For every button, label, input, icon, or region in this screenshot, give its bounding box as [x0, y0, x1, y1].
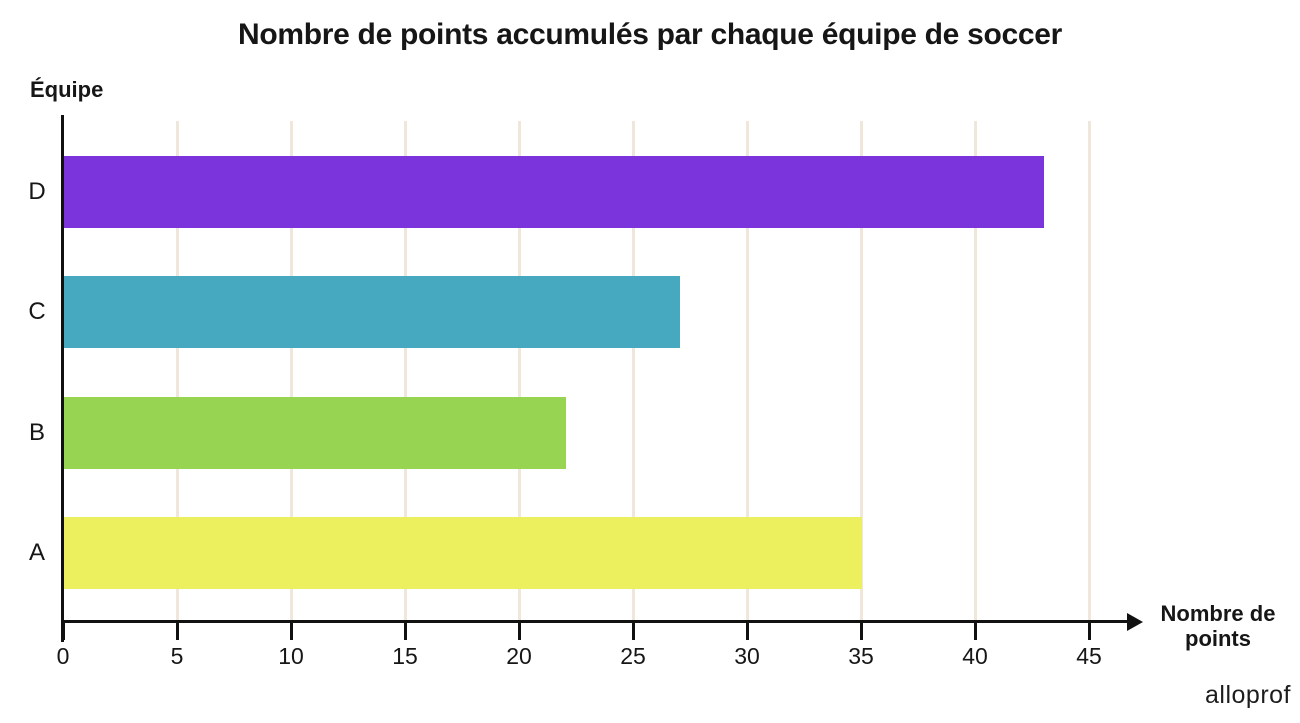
x-tick-label-15: 15 [392, 643, 418, 669]
x-tick-label-20: 20 [506, 643, 532, 669]
x-tick-label-35: 35 [848, 643, 874, 669]
bar-B [64, 396, 566, 469]
x-axis-label-line2: points [1185, 625, 1251, 651]
gridline-10 [289, 121, 293, 621]
y-axis-line [61, 115, 64, 642]
category-label-D: D [28, 178, 46, 205]
alloprof-logo: alloprof [1205, 681, 1291, 709]
x-tick-10 [289, 621, 293, 640]
gridline-35 [859, 121, 863, 621]
x-tick-label-30: 30 [734, 643, 760, 669]
x-tick-5 [175, 621, 179, 640]
x-tick-25 [631, 621, 635, 640]
x-tick-35 [859, 621, 863, 640]
x-tick-40 [973, 621, 977, 640]
x-tick-label-0: 0 [56, 643, 70, 669]
x-axis-arrowhead-icon [1127, 613, 1143, 631]
gridline-45 [1087, 121, 1091, 621]
x-tick-label-5: 5 [170, 643, 184, 669]
x-tick-label-25: 25 [620, 643, 646, 669]
bar-C [64, 276, 680, 349]
gridline-20 [517, 121, 521, 621]
gridline-30 [745, 121, 749, 621]
x-axis-label-line1: Nombre de [1160, 601, 1276, 626]
x-tick-15 [403, 621, 407, 640]
chart-title: Nombre de points accumulés par chaque éq… [237, 18, 1063, 51]
x-tick-30 [745, 621, 749, 640]
x-axis-label: Nombre de points [1152, 601, 1284, 651]
category-label-C: C [28, 298, 46, 326]
x-tick-label-45: 45 [1076, 643, 1102, 669]
category-label-B: B [28, 418, 45, 446]
bar-A [64, 516, 862, 589]
category-label-A: A [28, 538, 45, 566]
gridline-25 [631, 121, 635, 621]
x-axis-line [61, 620, 1129, 623]
gridline-40 [973, 121, 977, 621]
gridline-5 [175, 121, 179, 621]
gridline-15 [403, 121, 407, 621]
x-tick-45 [1087, 621, 1091, 640]
bar-D [64, 156, 1045, 228]
x-tick-20 [517, 621, 521, 640]
x-tick-label-40: 40 [962, 643, 988, 669]
x-tick-label-10: 10 [278, 643, 304, 669]
y-axis-label: Équipe [30, 77, 104, 102]
